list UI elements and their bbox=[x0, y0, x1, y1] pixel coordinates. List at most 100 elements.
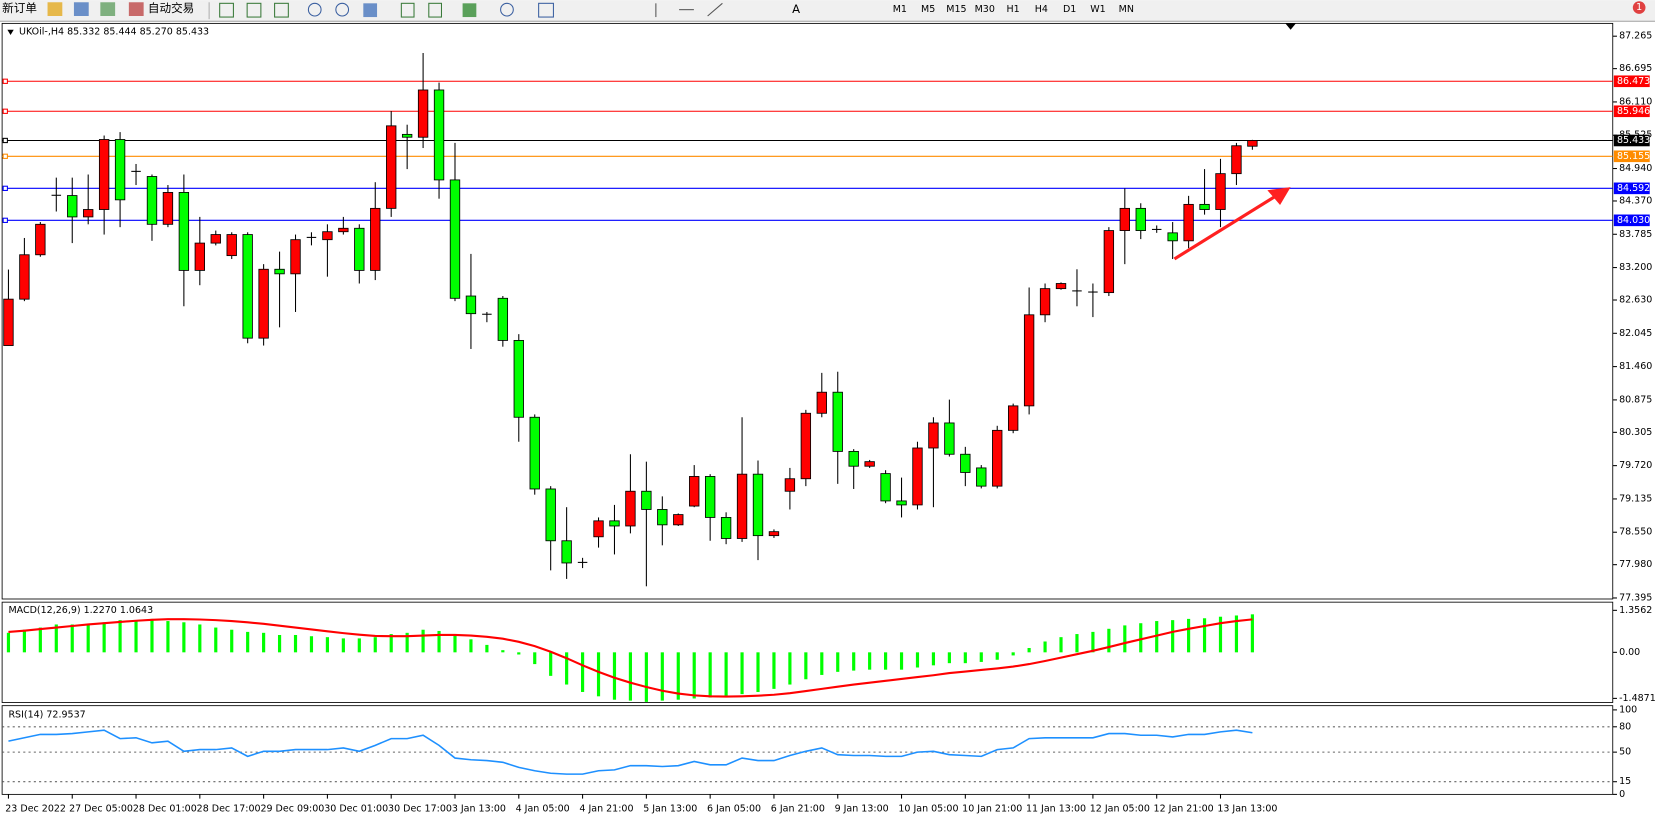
candle-body bbox=[114, 139, 126, 201]
annotation-arrowhead bbox=[1267, 187, 1291, 206]
candle-body bbox=[354, 227, 365, 271]
macd-bar bbox=[1171, 620, 1175, 653]
candle-body bbox=[864, 461, 875, 467]
icon[interactable] bbox=[219, 2, 234, 18]
macd-bar bbox=[469, 639, 473, 653]
shift-marker bbox=[1285, 23, 1296, 30]
icon[interactable] bbox=[128, 2, 144, 16]
x-tick-label: 30 Dec 01:00 bbox=[324, 804, 388, 815]
candle-body bbox=[194, 242, 206, 271]
new-order-button[interactable]: 新订单 bbox=[2, 1, 37, 15]
timeframe-button[interactable]: M30 bbox=[975, 4, 995, 15]
timeframe-button[interactable]: M15 bbox=[946, 4, 966, 15]
timeframe-button[interactable]: H4 bbox=[1035, 4, 1048, 15]
macd-bar bbox=[596, 652, 601, 697]
timeframe-button[interactable]: MN bbox=[1119, 4, 1134, 15]
candle-body bbox=[800, 412, 812, 480]
y-tick-label: 80.875 bbox=[1619, 394, 1652, 405]
icon[interactable] bbox=[246, 2, 262, 18]
x-tick-label: 3 Jan 13:00 bbox=[452, 804, 506, 815]
price-label: 86.473 bbox=[1617, 76, 1650, 87]
price-label: 84.592 bbox=[1617, 183, 1650, 194]
macd-bar bbox=[660, 652, 664, 701]
y-tick-label: 0.00 bbox=[1619, 647, 1640, 658]
auto-trading-button[interactable]: 自动交易 bbox=[148, 1, 194, 15]
macd-bar bbox=[485, 644, 489, 653]
candle-body bbox=[689, 476, 700, 507]
candle-body bbox=[944, 422, 955, 455]
candle-body bbox=[768, 531, 780, 537]
zoom-in[interactable] bbox=[307, 2, 322, 17]
macd-bar bbox=[628, 652, 633, 701]
icon[interactable] bbox=[100, 2, 116, 16]
macd-bar bbox=[1107, 628, 1111, 653]
macd-bar bbox=[1234, 615, 1239, 653]
macd-bar bbox=[1091, 631, 1095, 653]
macd-bar bbox=[549, 652, 553, 676]
macd-bar bbox=[565, 652, 569, 685]
macd-title: MACD(12,26,9) 1.2270 1.0643 bbox=[8, 605, 153, 616]
x-tick-label: 11 Jan 13:00 bbox=[1026, 804, 1086, 815]
x-tick-label: 30 Dec 17:00 bbox=[388, 804, 452, 815]
price-line-marker bbox=[2, 137, 8, 144]
candle-body bbox=[1007, 405, 1019, 431]
candle-body bbox=[1215, 173, 1226, 210]
trend-tool[interactable] bbox=[707, 2, 723, 17]
candle-body bbox=[896, 500, 907, 506]
x-tick-label: 4 Jan 05:00 bbox=[516, 804, 570, 815]
candle-body bbox=[290, 239, 301, 275]
plot: 87.26586.69586.11085.52584.94084.37083.7… bbox=[2, 31, 1655, 815]
timeframe-button[interactable]: M1 bbox=[893, 4, 907, 15]
price-label-box bbox=[1613, 150, 1650, 163]
icon[interactable] bbox=[73, 2, 89, 16]
macd-bar bbox=[182, 622, 186, 653]
timeframe-button[interactable]: H1 bbox=[1006, 4, 1019, 15]
icon[interactable] bbox=[47, 2, 63, 16]
candle-body bbox=[19, 254, 30, 300]
x-tick-label: 12 Jan 05:00 bbox=[1090, 804, 1150, 815]
macd-bar bbox=[1202, 618, 1207, 653]
price-line-marker bbox=[2, 108, 8, 114]
timeframe-button[interactable]: W1 bbox=[1090, 4, 1105, 15]
price-line-marker bbox=[2, 217, 8, 223]
macd-bar bbox=[1011, 652, 1015, 656]
macd-bar bbox=[325, 637, 329, 653]
icon[interactable] bbox=[274, 2, 289, 18]
timeframe-button[interactable]: M5 bbox=[921, 4, 935, 15]
icon[interactable] bbox=[428, 2, 443, 18]
y-tick-label: 82.630 bbox=[1619, 295, 1652, 306]
rsi-panel bbox=[1, 705, 1614, 795]
macd-bar bbox=[341, 638, 345, 653]
zoom-out[interactable] bbox=[335, 2, 350, 17]
icon[interactable] bbox=[462, 3, 477, 18]
macd-bar bbox=[1218, 616, 1223, 653]
y-tick-label: 84.940 bbox=[1619, 163, 1652, 174]
y-tick-label: 0 bbox=[1619, 789, 1625, 800]
candle-body bbox=[736, 473, 748, 539]
macd-bar bbox=[1187, 618, 1191, 653]
macd-bar bbox=[421, 629, 425, 653]
timeframe-button[interactable]: D1 bbox=[1063, 4, 1076, 15]
icon[interactable] bbox=[500, 2, 514, 17]
icon[interactable] bbox=[400, 2, 415, 18]
x-tick-label: 4 Jan 21:00 bbox=[579, 804, 633, 815]
notification-count: 1 bbox=[1636, 2, 1642, 13]
candle-body bbox=[449, 179, 461, 299]
candle-body bbox=[513, 339, 524, 418]
macd-bar bbox=[963, 652, 967, 664]
y-tick-label: 77.980 bbox=[1619, 559, 1652, 570]
macd-bar bbox=[517, 652, 521, 655]
candle-body bbox=[928, 422, 939, 449]
macd-bar bbox=[214, 627, 218, 653]
text-tool[interactable]: A bbox=[792, 2, 800, 16]
y-tick-label: 77.395 bbox=[1619, 592, 1652, 603]
notification-badge[interactable] bbox=[1632, 1, 1646, 14]
candle-body bbox=[210, 234, 221, 244]
candle-body bbox=[242, 234, 253, 339]
icon[interactable] bbox=[363, 3, 378, 18]
icon[interactable] bbox=[538, 2, 554, 18]
candle-body bbox=[848, 450, 859, 467]
macd-bar bbox=[453, 634, 457, 653]
candle-body bbox=[258, 268, 269, 339]
